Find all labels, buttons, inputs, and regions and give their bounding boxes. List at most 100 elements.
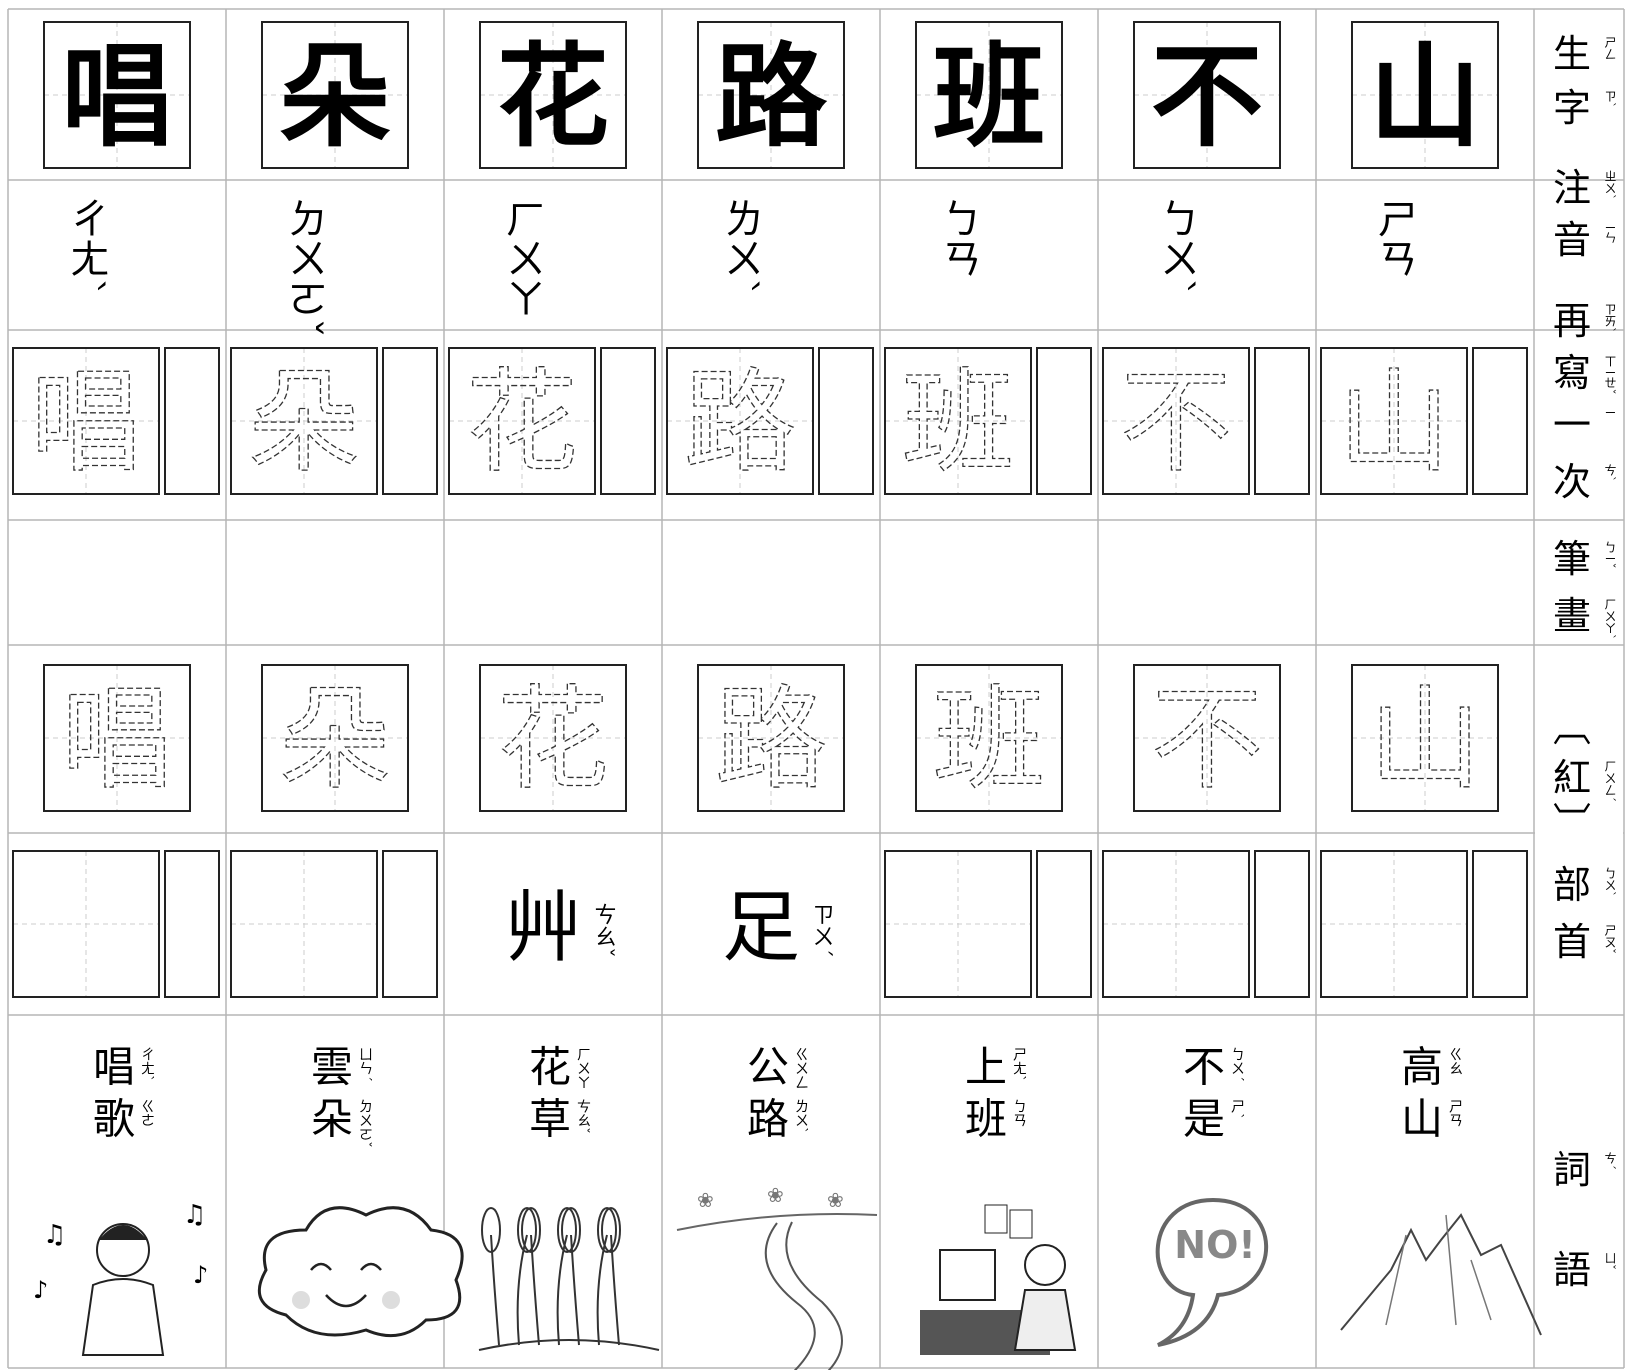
box-border xyxy=(1102,850,1250,998)
zhuyin: ㄅㄨˋ xyxy=(1153,198,1199,298)
model-character: 唱 xyxy=(61,32,173,163)
box-border xyxy=(12,347,160,495)
word-zhuyin: ㄘㄠˇ xyxy=(575,1099,591,1134)
pic: ♪ xyxy=(33,1276,48,1304)
writing-box xyxy=(697,21,845,169)
writing-box xyxy=(884,850,1032,998)
box-border xyxy=(1472,347,1528,495)
box-border xyxy=(915,664,1063,812)
model-character: 路 xyxy=(715,32,828,163)
pic: ♫ xyxy=(183,1200,206,1230)
word-zhuyin: ㄕㄤˋ xyxy=(1011,1047,1027,1082)
pic xyxy=(478,1339,660,1351)
box-border xyxy=(1320,347,1468,495)
model-character: 不 xyxy=(1151,32,1263,163)
writing-box xyxy=(1133,21,1281,169)
pic: ❀ xyxy=(767,1183,784,1207)
box-border xyxy=(448,347,596,495)
pic xyxy=(1013,1289,1077,1351)
row-label-zhuyin: ㄧ xyxy=(1603,407,1617,417)
box-border xyxy=(230,347,378,495)
row-label-zhuyin: ㄘˊ xyxy=(1603,1152,1617,1170)
row-label: 紅 xyxy=(1553,756,1591,800)
illustration: ❀ ❀ ❀ xyxy=(676,1183,878,1370)
word-zhuyin: ㄌㄨˋ xyxy=(793,1099,809,1134)
word-character: 公 xyxy=(747,1043,789,1092)
pic xyxy=(570,1234,580,1346)
traced-character: 不 xyxy=(1120,358,1232,488)
row-label-zhuyin: ㄕㄥ xyxy=(1603,36,1617,60)
word-zhuyin: ㄏㄨㄚ xyxy=(575,1047,591,1089)
pic xyxy=(984,1204,1008,1234)
traced-character: 唱 xyxy=(30,358,142,488)
pic xyxy=(310,1262,382,1308)
traced-character: 花 xyxy=(466,358,578,488)
row-label-zhuyin: ㄩˇ xyxy=(1603,1252,1617,1270)
pic xyxy=(610,1234,620,1346)
writing-box xyxy=(230,347,378,495)
writing-box xyxy=(1102,347,1250,495)
illustration xyxy=(257,1206,464,1338)
word-character: 班 xyxy=(965,1095,1007,1144)
pic xyxy=(601,1207,621,1253)
writing-box xyxy=(666,347,814,495)
writing-box xyxy=(697,664,845,812)
box-border xyxy=(164,850,220,998)
word-zhuyin: ㄔㄤˋ xyxy=(139,1047,155,1082)
illustration: ♫ ♫ ♪ ♪ xyxy=(33,1200,208,1356)
word-character: 上 xyxy=(965,1043,1007,1092)
writing-box xyxy=(1254,347,1310,495)
row-label-zhuyin: ㄗˋ xyxy=(1603,90,1617,108)
word-zhuyin: ㄅㄨˊ xyxy=(1229,1047,1245,1082)
zhuyin: ㄔㄤˋ xyxy=(63,198,109,298)
box-border xyxy=(600,347,656,495)
model-character: 山 xyxy=(1369,32,1481,163)
box-border xyxy=(1351,21,1499,169)
row-label-zhuyin: ㄕㄡˇ xyxy=(1603,924,1617,954)
word-character: 草 xyxy=(529,1095,571,1144)
writing-box xyxy=(884,347,1032,495)
pic xyxy=(939,1249,996,1301)
radical-zhuyin: ㄗㄨˊ xyxy=(809,903,834,958)
word-zhuyin: ㄩㄣˊ xyxy=(357,1047,373,1082)
writing-box xyxy=(1320,850,1468,998)
row-label: 注 xyxy=(1553,166,1591,210)
pic xyxy=(597,1207,617,1253)
row-label: 再 xyxy=(1553,299,1591,343)
box-border xyxy=(1351,664,1499,812)
writing-box xyxy=(1133,664,1281,812)
box-border xyxy=(43,21,191,169)
writing-box xyxy=(915,21,1063,169)
pic xyxy=(99,1225,147,1240)
box-border xyxy=(164,347,220,495)
illustration xyxy=(1340,1213,1542,1336)
word-character: 雲 xyxy=(311,1043,353,1092)
traced-character: 路 xyxy=(684,358,796,488)
box-border xyxy=(261,21,409,169)
writing-box xyxy=(1472,347,1528,495)
writing-box xyxy=(479,21,627,169)
row-label: 寫 xyxy=(1553,351,1591,395)
traced-character: 朵 xyxy=(279,675,391,805)
box-border xyxy=(1254,850,1310,998)
pic xyxy=(481,1207,501,1253)
pic: NO! xyxy=(1174,1223,1255,1267)
box-border xyxy=(43,664,191,812)
row-label: 畫 xyxy=(1553,594,1591,638)
zhuyin: ㄕㄢ xyxy=(1371,198,1417,278)
box-border xyxy=(12,850,160,998)
box-border xyxy=(666,347,814,495)
traced-character: 班 xyxy=(933,675,1045,805)
box-border xyxy=(1036,850,1092,998)
box-border xyxy=(1472,850,1528,998)
writing-box xyxy=(261,21,409,169)
word-zhuyin: ㄍㄜ xyxy=(139,1099,155,1127)
writing-box xyxy=(382,347,438,495)
model-character: 朵 xyxy=(279,32,391,163)
word-character: 朵 xyxy=(311,1095,353,1144)
writing-box xyxy=(818,347,874,495)
row-label: 語 xyxy=(1553,1248,1591,1292)
zhuyin: ㄏㄨㄚ xyxy=(499,198,545,318)
pic: ♫ xyxy=(43,1220,66,1250)
